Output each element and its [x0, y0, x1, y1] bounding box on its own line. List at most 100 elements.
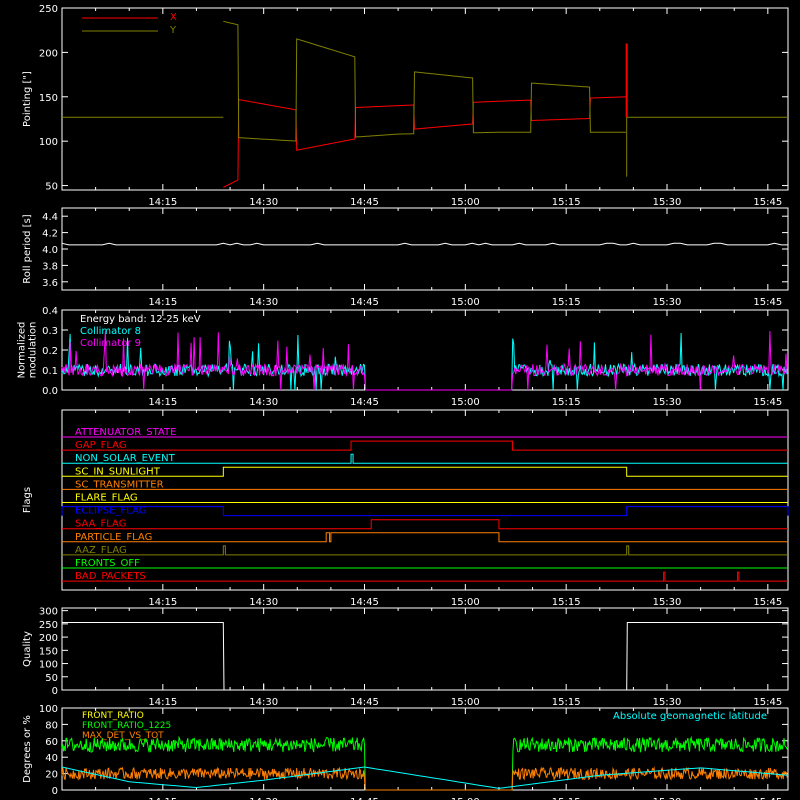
legend-label: FRONT_RATIO: [82, 711, 144, 721]
flag-label: ATTENUATOR_STATE: [75, 427, 176, 438]
y-tick-label: 200: [39, 633, 58, 644]
x-tick-label: 14:30: [249, 697, 278, 708]
x-tick-label: 14:30: [249, 197, 278, 208]
y-tick-label: 3.8: [42, 261, 58, 272]
x-tick-label: 15:15: [552, 697, 581, 708]
series-max-det-vs-tot: [61, 766, 788, 791]
flag-line-gap_flag: [62, 440, 788, 451]
x-tick-label: 15:15: [552, 197, 581, 208]
x-tick-label: 15:45: [753, 397, 782, 408]
y-axis-label: Pointing ["]: [22, 71, 33, 127]
legend-label: FRONT_RATIO_1225: [82, 721, 171, 731]
flag-label: GAP_FLAG: [75, 440, 127, 451]
x-tick-label: 14:45: [350, 297, 379, 308]
flag-line-aaz_flag: [62, 545, 788, 556]
quality-line: [62, 622, 788, 691]
x-tick-label: 14:15: [148, 397, 177, 408]
flag-label: SC_TRANSMITTER: [75, 479, 164, 490]
panel-1-frame: [61, 7, 789, 191]
y-tick-label: 100: [39, 137, 58, 148]
y-axis-label: Roll period [s]: [22, 214, 33, 283]
x-tick-label: 15:30: [653, 197, 682, 208]
y-tick-label: 40: [45, 753, 58, 764]
x-tick-label: 14:45: [350, 697, 379, 708]
x-tick-label: 14:15: [148, 597, 177, 608]
roll-period-line: [61, 242, 788, 246]
flag-line-eclipse_flag: [61, 506, 789, 517]
series-x-line: [223, 96, 626, 188]
x-tick-label: 15:15: [552, 797, 581, 800]
x-tick-label: 15:30: [653, 797, 682, 800]
y-tick-label: 150: [39, 93, 58, 104]
flag-label: ECLIPSE_FLAG: [75, 506, 146, 517]
y-tick-label: 50: [45, 673, 58, 684]
x-tick-label: 15:30: [653, 597, 682, 608]
panel-4-frame: [61, 409, 789, 591]
y-tick-label: 60: [45, 737, 58, 748]
y-tick-label: 100: [39, 704, 58, 715]
x-tick-label: 15:45: [753, 797, 782, 800]
y-tick-label: 200: [39, 48, 58, 59]
y-tick-label: 0.0: [42, 386, 58, 397]
legend-label: Y: [169, 25, 177, 36]
legend-label: Collimator 8: [80, 326, 141, 337]
flag-line-bad_packets: [62, 571, 788, 582]
x-tick-label: 15:45: [753, 297, 782, 308]
y-tick-label: 0.2: [42, 346, 58, 357]
panel-5-frame: [61, 607, 789, 691]
x-tick-label: 14:45: [350, 597, 379, 608]
latitude-annotation: Absolute geomagnetic latitude: [613, 711, 767, 722]
flag-line-saa_flag: [62, 519, 788, 530]
y-tick-label: 4.4: [42, 212, 58, 223]
y-tick-label: 250: [39, 620, 58, 631]
x-tick-label: 14:30: [249, 597, 278, 608]
x-tick-label: 14:45: [350, 197, 379, 208]
x-tick-label: 15:45: [753, 697, 782, 708]
y-tick-label: 250: [39, 4, 58, 15]
x-tick-label: 14:30: [249, 397, 278, 408]
modulation-series-9: [61, 330, 788, 391]
y-axis-label: Degrees or %: [22, 715, 33, 783]
legend-label: MAX_DET_VS_TOT: [82, 731, 164, 741]
flag-line-sc_in_sunlight: [62, 466, 788, 477]
series-front-ratio-1225: [61, 735, 788, 791]
flag-label: FRONTS_OFF: [75, 558, 140, 569]
x-tick-label: 15:00: [451, 597, 480, 608]
y-tick-label: 0: [52, 786, 58, 797]
y-axis-label: modulation: [28, 322, 39, 379]
x-tick-label: 15:00: [451, 697, 480, 708]
x-tick-label: 14:15: [148, 797, 177, 800]
panel-2-frame: [61, 207, 789, 291]
x-tick-label: 15:30: [653, 697, 682, 708]
legend-label: Collimator 9: [80, 338, 141, 349]
x-tick-label: 14:45: [350, 397, 379, 408]
y-axis-label: Quality: [22, 631, 33, 667]
x-tick-label: 14:30: [249, 297, 278, 308]
flag-line-non_solar_event: [62, 453, 788, 464]
y-tick-label: 4.2: [42, 229, 58, 240]
x-tick-label: 15:00: [451, 797, 480, 800]
y-tick-label: 0: [52, 686, 58, 697]
x-tick-label: 15:45: [753, 197, 782, 208]
y-tick-label: 80: [45, 720, 58, 731]
flag-label: BAD_PACKETS: [75, 571, 146, 582]
x-tick-label: 15:15: [552, 297, 581, 308]
y-tick-label: 300: [39, 607, 58, 618]
x-tick-label: 15:15: [552, 397, 581, 408]
x-tick-label: 14:30: [249, 797, 278, 800]
flag-label: SAA_FLAG: [75, 519, 126, 530]
x-tick-label: 15:45: [753, 597, 782, 608]
flag-label: AAZ_FLAG: [75, 545, 127, 556]
x-tick-label: 15:30: [653, 397, 682, 408]
x-tick-label: 14:15: [148, 297, 177, 308]
x-tick-label: 15:00: [451, 397, 480, 408]
energy-band-annotation: Energy band: 12-25 keV: [80, 314, 201, 325]
x-tick-label: 14:15: [148, 697, 177, 708]
y-tick-label: 3.6: [42, 278, 58, 289]
x-tick-label: 15:00: [451, 197, 480, 208]
y-tick-label: 150: [39, 646, 58, 657]
flag-line-particle_flag: [62, 532, 788, 543]
geomagnetic-latitude-line: [61, 766, 789, 789]
y-tick-label: 20: [45, 770, 58, 781]
